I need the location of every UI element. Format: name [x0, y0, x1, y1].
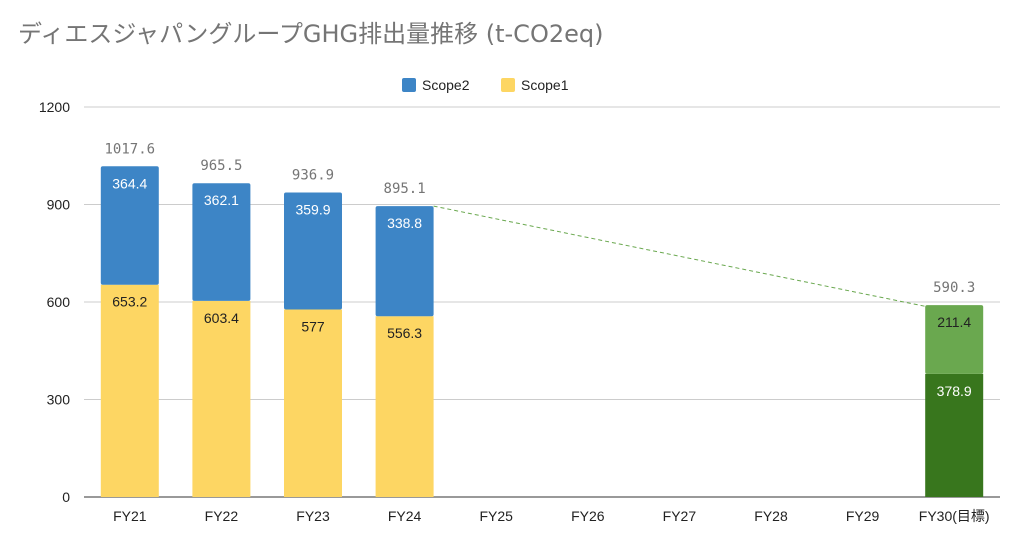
y-tick-label: 1200 — [39, 99, 70, 115]
bar-scope2 — [284, 192, 342, 310]
bars — [100, 166, 984, 497]
x-tick-label: FY28 — [754, 508, 788, 524]
data-label-scope2: 364.4 — [112, 175, 147, 191]
y-tick-label: 0 — [62, 489, 70, 505]
x-tick-label: FY26 — [571, 508, 605, 524]
data-label-scope2: 362.1 — [204, 192, 239, 208]
legend-label-scope1: Scope1 — [521, 77, 569, 93]
data-label-scope1: 603.4 — [204, 310, 239, 326]
x-axis: FY21 FY22 FY23 FY24 FY25 FY26 FY27 FY28 FY29 FY30… — [113, 508, 990, 524]
total-label: 936.9 — [292, 168, 334, 184]
legend-label-scope2: Scope2 — [422, 77, 470, 93]
bar-scope1 — [375, 316, 434, 497]
x-tick-label: FY21 — [113, 508, 147, 524]
y-tick-label: 300 — [47, 392, 71, 408]
bar-scope1 — [100, 284, 159, 497]
legend-swatch-scope1 — [501, 78, 515, 92]
bar-scope1 — [284, 309, 342, 497]
total-label: 590.3 — [933, 280, 975, 296]
bar-target-bottom — [925, 373, 984, 497]
legend-swatch-scope2 — [402, 78, 416, 92]
legend: Scope2 Scope1 — [402, 77, 569, 93]
data-label-target-bottom: 378.9 — [937, 383, 972, 399]
trend-line-group — [433, 205, 930, 308]
x-tick-label: FY24 — [388, 508, 422, 524]
total-label: 1017.6 — [105, 141, 156, 157]
bar-scope2 — [375, 206, 434, 317]
total-labels: 1017.6 965.5 936.9 895.1 590.3 — [105, 141, 976, 296]
data-label-scope1: 577 — [301, 318, 325, 334]
data-label-scope1: 653.2 — [112, 294, 147, 310]
segment-labels: 653.2 364.4 603.4 362.1 577 359.9 556.3 338.8 37… — [112, 175, 972, 399]
total-label: 965.5 — [200, 158, 242, 174]
bar-scope2 — [100, 166, 159, 285]
x-tick-label: FY22 — [205, 508, 239, 524]
bar-scope1 — [192, 300, 251, 497]
x-tick-label: FY25 — [479, 508, 513, 524]
x-tick-label: FY29 — [846, 508, 880, 524]
data-label-scope2: 338.8 — [387, 215, 422, 231]
chart-title: ディエスジャパングループGHG排出量推移 (t-CO2eq) — [18, 20, 604, 48]
bar-scope2 — [192, 183, 251, 301]
y-tick-label: 600 — [47, 294, 71, 310]
bar-target-top — [925, 305, 984, 374]
data-label-scope2: 359.9 — [295, 202, 330, 218]
trend-line — [433, 205, 930, 308]
y-axis: 0 300 600 900 1200 — [39, 99, 70, 505]
x-tick-label: FY23 — [296, 508, 330, 524]
data-label-scope1: 556.3 — [387, 325, 422, 341]
y-tick-label: 900 — [47, 197, 71, 213]
total-label: 895.1 — [384, 181, 426, 197]
x-tick-label: FY30(目標) — [919, 508, 990, 524]
x-tick-label: FY27 — [663, 508, 697, 524]
data-label-target-top: 211.4 — [937, 314, 971, 330]
